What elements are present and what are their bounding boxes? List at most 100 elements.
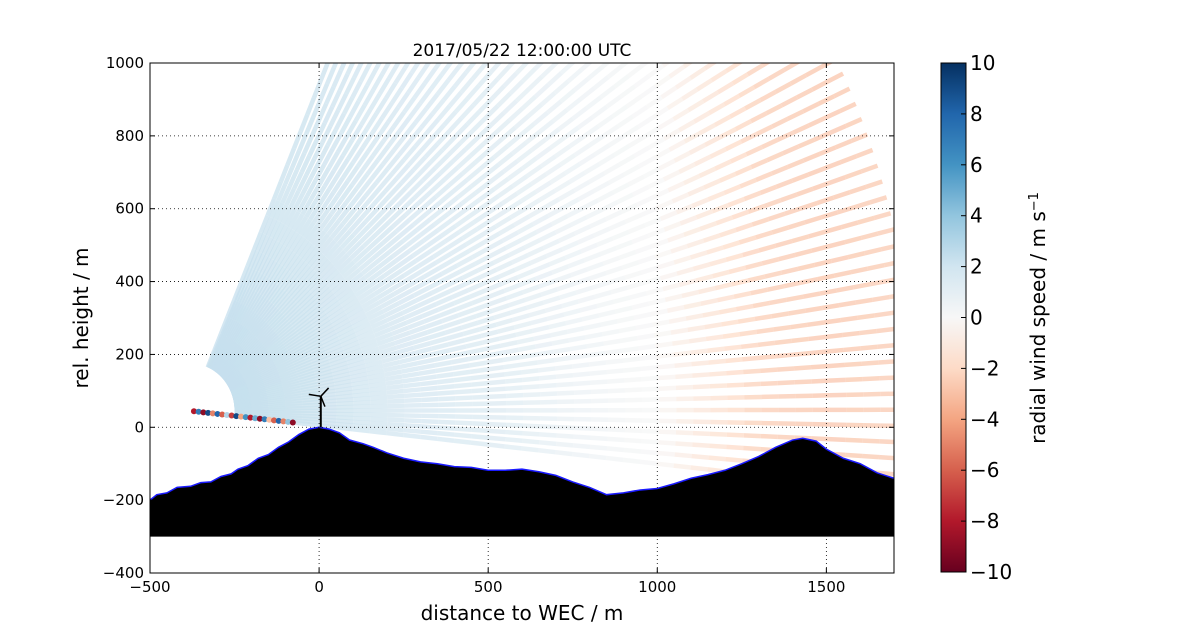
scan-segment: [471, 246, 489, 260]
scan-segment: [498, 267, 516, 279]
scan-segment: [760, 380, 778, 387]
scan-segment: [336, 256, 353, 273]
scan-segment: [600, 26, 613, 38]
scan-segment: [360, 154, 375, 172]
scan-segment: [375, 331, 393, 343]
scan-segment: [413, 106, 429, 124]
scan-segment: [357, 333, 376, 345]
scan-segment: [417, 254, 435, 268]
scan-segment: [743, 445, 761, 452]
scan-segment: [402, 144, 418, 162]
scan-point: [275, 417, 282, 424]
scan-segment: [376, 336, 395, 347]
scan-segment: [390, 278, 408, 292]
scan-segment: [319, 329, 338, 342]
scan-segment: [276, 224, 289, 243]
scan-segment: [327, 350, 345, 361]
scan-segment: [408, 274, 426, 288]
scan-segment: [384, 81, 398, 100]
scan-segment: [754, 313, 773, 322]
scan-segment: [767, 211, 786, 222]
scan-segment: [865, 179, 883, 189]
scan-segment: [878, 359, 894, 365]
scan-point: [195, 408, 202, 415]
scan-segment: [381, 148, 396, 166]
scan-segment: [295, 215, 309, 234]
scan-segment: [380, 259, 398, 274]
scan-segment: [460, 190, 478, 206]
scan-segment: [596, 299, 615, 309]
scan-segment: [420, 424, 439, 430]
scan-segment: [579, 63, 593, 72]
scan-segment: [392, 330, 411, 341]
y-tick-label: 0: [134, 418, 144, 436]
scan-segment: [348, 309, 366, 322]
scan-segment: [839, 154, 858, 165]
scan-segment: [362, 350, 381, 360]
scan-segment: [333, 201, 348, 219]
scan-segment: [621, 346, 639, 353]
scan-segment: [488, 169, 505, 184]
scan-segment: [557, 116, 575, 131]
scan-segment: [302, 221, 316, 239]
scan-segment: [322, 105, 335, 125]
scan-segment: [318, 262, 335, 279]
scan-segment: [761, 257, 780, 266]
scan-segment: [309, 119, 321, 138]
scan-segment: [792, 1, 806, 11]
scan-segment: [796, 87, 814, 100]
scan-segment: [728, 265, 747, 275]
scan-segment: [774, 81, 792, 94]
scan-segment: [238, 265, 250, 284]
scan-segment: [624, 376, 642, 383]
scan-segment: [638, 343, 656, 351]
scan-segment: [658, 429, 677, 435]
scan-segment: [781, 144, 800, 156]
scan-segment: [714, 159, 732, 171]
scan-segment: [339, 116, 352, 135]
scan-segment: [352, 194, 367, 212]
scan-segment: [393, 66, 407, 85]
terrain-outline: [150, 426, 894, 501]
scan-segment: [375, 194, 392, 211]
turbine-blade: [308, 393, 321, 398]
scan-segment: [792, 39, 807, 48]
scan-segment: [261, 236, 274, 255]
scan-segment: [556, 433, 574, 439]
scan-segment: [838, 300, 857, 308]
scan-segment: [530, 0, 541, 11]
scan-segment: [781, 266, 799, 275]
scan-segment: [313, 185, 327, 203]
scan-segment: [416, 160, 433, 177]
scan-segment: [318, 63, 330, 82]
scan-segment: [743, 433, 761, 439]
scan-segment: [296, 173, 309, 193]
scan-segment: [355, 41, 363, 57]
scan-segment: [495, 317, 514, 327]
scan-segment: [482, 274, 501, 286]
scan-segment: [253, 274, 267, 293]
scan-segment: [391, 243, 408, 259]
scan-segment: [386, 310, 404, 323]
scan-segment: [506, 392, 524, 399]
scan-segment: [278, 164, 290, 183]
scan-segment: [645, 95, 663, 109]
scan-segment: [715, 215, 734, 226]
scan-beam: [228, 63, 834, 392]
scan-segment: [709, 370, 727, 377]
scan-segment: [292, 236, 306, 254]
scan-segment: [714, 282, 733, 291]
scan-segment: [443, 165, 460, 181]
chart-title: 2017/05/22 12:00:00 UTC: [413, 41, 632, 61]
scan-segment: [637, 254, 656, 265]
scan-segment: [457, 307, 476, 318]
scan-segment: [547, 205, 565, 218]
scan-segment: [666, 96, 684, 111]
scan-segment: [438, 189, 456, 205]
scan-segment: [650, 308, 668, 317]
scan-segment: [401, 6, 410, 22]
scan-segment: [776, 366, 795, 372]
scan-segment: [472, 394, 490, 400]
scan-segment: [331, 69, 343, 89]
